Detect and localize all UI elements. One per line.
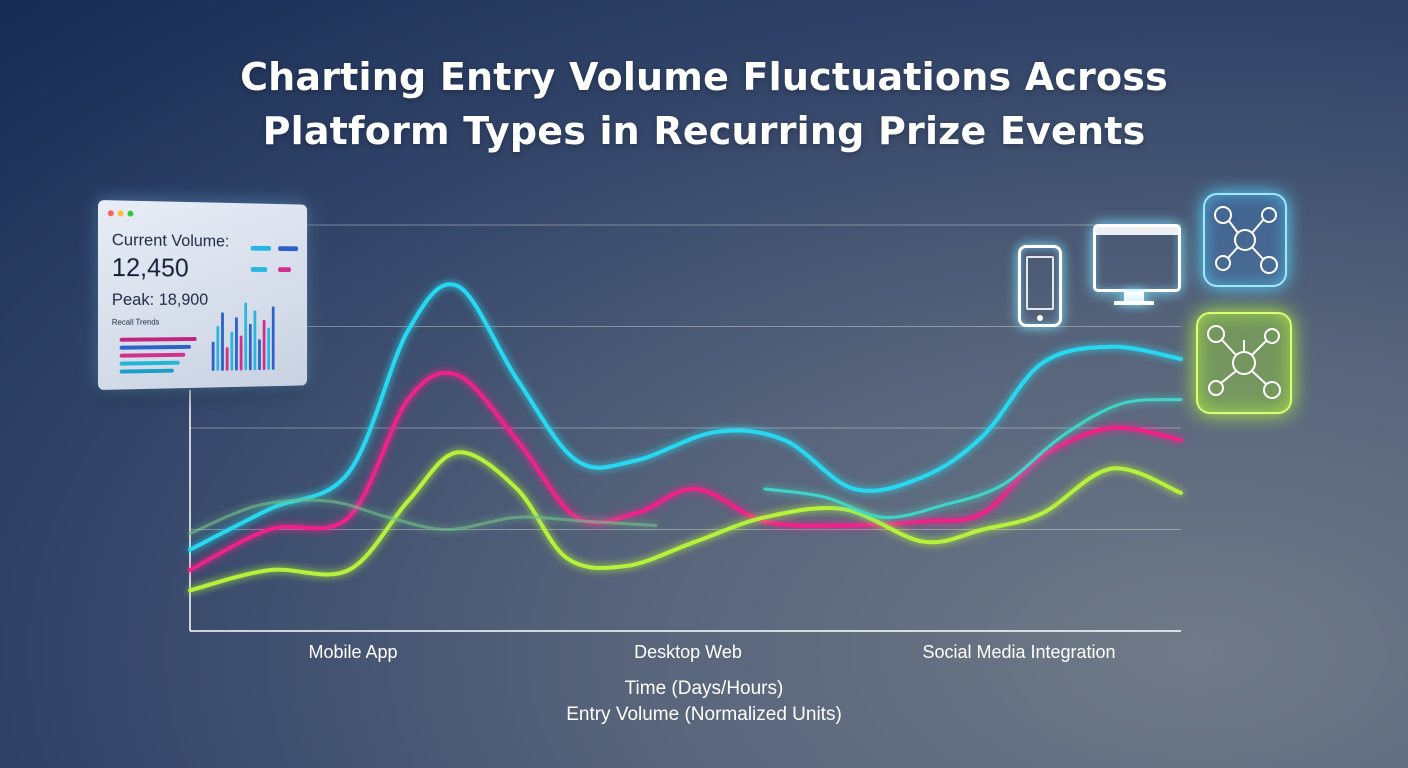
mini-bar [249,324,252,370]
category-label-desktop-web: Desktop Web [634,642,742,663]
window-controls [108,210,133,216]
category-label-mobile-app: Mobile App [308,642,397,663]
current-volume-value: 12,450 [112,252,189,283]
mini-bar [216,326,219,371]
mini-bar [267,328,270,370]
trends-label: Recall Trends [112,318,160,327]
trend-bar [120,345,191,350]
series-line-5 [765,400,1181,518]
close-dot-icon [108,210,114,216]
social-network-graph-icon [1205,195,1285,285]
trend-bar [120,353,186,358]
peak-value: Peak: 18,900 [112,290,208,310]
trend-bar [120,337,197,342]
mini-bar [221,312,224,370]
monitor-base-icon [1114,301,1154,305]
current-volume-label: Current Volume: [112,230,230,251]
y-axis-label: Entry Volume (Normalized Units) [0,704,1408,726]
mini-bar [244,303,247,371]
phone-home-button [1037,315,1043,321]
social-media-graph-icon [1198,314,1290,412]
series-line-4 [190,500,656,534]
desktop-monitor-icon [1093,224,1181,292]
volume-dashboard-card: Current Volume: 12,450 Peak: 18,900 Reca… [98,200,307,390]
tag-badge [278,246,298,251]
maximize-dot-icon [128,211,134,217]
series-line-2 [190,373,1181,570]
minimize-dot-icon [118,210,124,216]
series-line-3 [190,452,1181,590]
mini-bar [235,317,238,370]
phone-screen [1026,256,1054,310]
mobile-phone-icon [1018,245,1062,327]
mini-bar-chart [212,295,300,371]
tag-badge [251,267,268,272]
tag-badge [251,246,271,251]
tag-badge [278,267,291,272]
mini-bar [254,310,257,370]
mini-bar [226,347,229,370]
social-network-icon [1203,193,1287,287]
mini-bar [212,342,215,371]
mini-bar [263,320,266,370]
mini-bar [240,336,243,371]
trend-bar [120,369,174,374]
mini-bar [272,307,275,370]
monitor-titlebar [1096,227,1178,235]
mini-bar [230,332,233,371]
trend-bar [120,361,180,366]
x-axis-label: Time (Days/Hours) [0,678,1408,700]
mini-bar [258,339,261,370]
social-media-icon [1196,312,1292,414]
category-label-social-media: Social Media Integration [922,642,1115,663]
